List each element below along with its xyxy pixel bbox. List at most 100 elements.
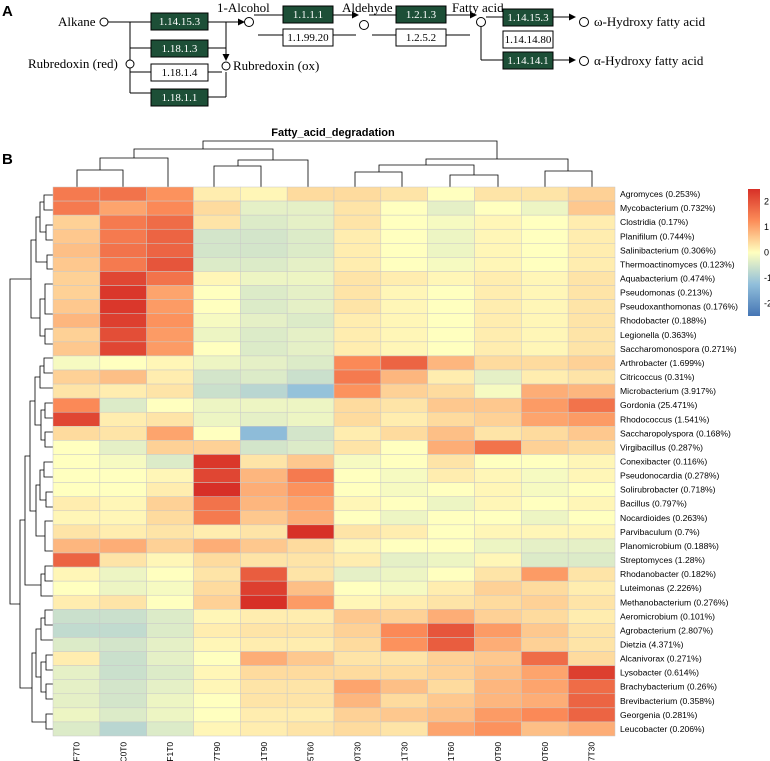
heatmap-cell (240, 454, 288, 469)
heatmap-cell (474, 510, 522, 526)
node-rubredoxin-ox-label: Rubredoxin (ox) (233, 58, 319, 73)
row-label: Citricoccus (0.31%) (620, 372, 695, 382)
heatmap-cell (333, 341, 382, 357)
heatmap-cell (333, 383, 382, 399)
heatmap-cell (52, 327, 101, 343)
heatmap-cell (521, 186, 569, 202)
heatmap-cell (380, 637, 428, 652)
heatmap-cell (193, 383, 241, 399)
row-labels: Agromyces (0.253%) Mycobacterium (0.732%)… (620, 189, 738, 734)
heatmap-cell (567, 454, 616, 469)
heatmap-cell (286, 651, 335, 666)
heatmap-cell (333, 679, 382, 695)
color-bar-tick: 1 (764, 222, 769, 232)
heatmap-cell (521, 496, 569, 512)
panel-b-letter: B (2, 151, 13, 168)
heatmap-cell (521, 468, 569, 483)
heatmap-cell (567, 200, 616, 216)
heatmap-cell (567, 299, 616, 314)
column-label: F1T60 (446, 742, 456, 761)
column-label: F5T60 (306, 742, 316, 761)
heatmap-cell (99, 313, 147, 329)
heatmap-cell (333, 299, 382, 314)
heatmap-cell (193, 721, 241, 737)
node-rubredoxin-red (125, 59, 135, 69)
node-omega-label: ω-Hydroxy fatty acid (594, 14, 706, 29)
heatmap-cell (567, 552, 616, 568)
heatmap-cell (99, 721, 147, 737)
heatmap-cell (521, 327, 569, 343)
row-label: Alcanivorax (0.271%) (620, 654, 702, 664)
heatmap-cell (146, 623, 194, 638)
heatmap-cell (286, 200, 335, 216)
heatmap-cell (146, 651, 194, 666)
heatmap-cell (240, 440, 288, 455)
heatmap-cell (521, 482, 569, 497)
heatmap-cell (380, 454, 428, 469)
heatmap-cell (240, 609, 288, 624)
heatmap-cell (240, 721, 288, 737)
row-label: Pseudonocardia (0.278%) (620, 471, 720, 481)
heatmap-cell (146, 313, 194, 329)
heatmap-cell (333, 271, 382, 286)
heatmap-cell (333, 454, 382, 469)
enzyme-label: 1.14.14.1 (507, 55, 548, 67)
heatmap-cell (52, 510, 101, 526)
column-label: C0T60 (540, 742, 550, 761)
heatmap-cell (99, 186, 147, 202)
heatmap-cell (99, 341, 147, 357)
row-label: Virgibacillus (0.287%) (620, 442, 703, 452)
heatmap-cell (193, 186, 241, 202)
heatmap-cell (427, 580, 475, 596)
heatmap-cell (474, 355, 522, 371)
heatmap-cell (380, 271, 428, 286)
color-bar-tick: -2 (764, 298, 770, 308)
heatmap-cell (146, 665, 194, 680)
heatmap-cell (474, 285, 522, 300)
heatmap-cell (427, 538, 475, 554)
heatmap-cell (567, 693, 616, 709)
heatmap-cell (286, 369, 335, 385)
heatmap-cell (427, 510, 475, 526)
heatmap-cell (427, 327, 475, 343)
heatmap-cell (521, 440, 569, 455)
heatmap-cell (52, 454, 101, 469)
heatmap-cell (193, 496, 241, 512)
row-label: Methanobacterium (0.276%) (620, 597, 729, 607)
heatmap-cell (146, 580, 194, 596)
heatmap-cell (286, 454, 335, 469)
panel-a-letter: A (2, 3, 13, 20)
node-fatty-acid (476, 17, 486, 27)
row-label: Saccharomonospora (0.271%) (620, 344, 737, 354)
row-label: Gordonia (25.471%) (620, 400, 698, 410)
heatmap-cell (474, 482, 522, 497)
heatmap-cell (99, 510, 147, 526)
heatmap-cell (286, 552, 335, 568)
column-label: C0T30 (352, 742, 362, 761)
heatmap-cell (474, 186, 522, 202)
heatmap-cell (193, 552, 241, 568)
heatmap-cell (380, 721, 428, 737)
node-aldehyde (359, 20, 369, 30)
column-dendrogram (76, 140, 593, 187)
heatmap-cell (380, 228, 428, 244)
heatmap-cell (333, 721, 382, 737)
heatmap-cell (193, 214, 241, 230)
heatmap-cell (146, 369, 194, 385)
node-aldehyde-label: Aldehyde (342, 0, 393, 15)
heatmap-cell (286, 721, 335, 737)
heatmap-cell (286, 341, 335, 357)
heatmap-cell (474, 623, 522, 638)
column-label: F1T30 (399, 742, 409, 761)
row-label: Saccharopolyspora (0.168%) (620, 428, 731, 438)
heatmap-cell (333, 580, 382, 596)
row-label: Thermoactinomyces (0.123%) (620, 259, 735, 269)
heatmap-cell (427, 214, 475, 230)
heatmap-cell (193, 243, 241, 258)
heatmap-cell (286, 299, 335, 314)
column-label: C0T0 (118, 742, 128, 761)
heatmap-cell (427, 594, 475, 610)
row-label: Solirubrobacter (0.718%) (620, 485, 716, 495)
heatmap-cell (286, 707, 335, 723)
heatmap-cell (333, 623, 382, 638)
